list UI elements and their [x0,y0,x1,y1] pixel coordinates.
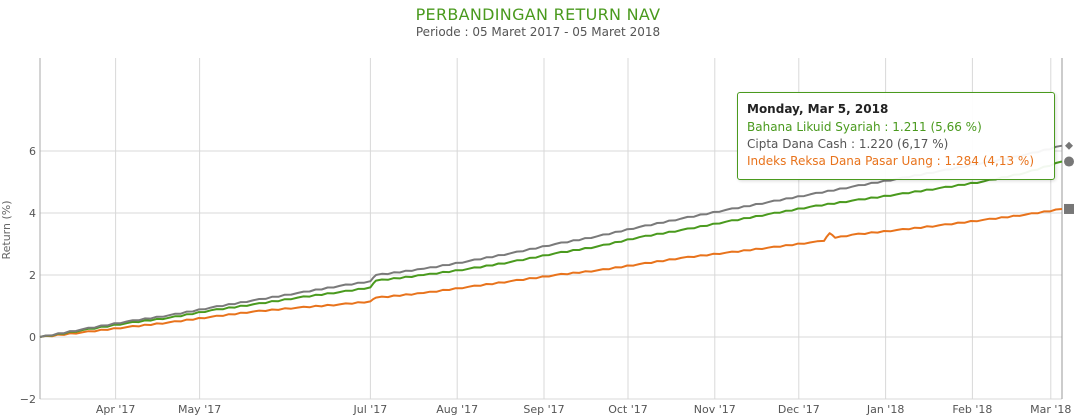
tooltip-series-value: : 1.284 (4,13 %) [936,154,1034,168]
series-line-2[interactable] [39,208,1063,338]
x-tick-label: Mar '18 [1030,403,1071,416]
x-tick-label: Apr '17 [96,403,136,416]
y-axis-label: Return (%) [0,200,13,259]
x-tick-label: Oct '17 [608,403,648,416]
marker-layer[interactable] [1064,141,1074,214]
x-tick-label: Jan '18 [866,403,904,416]
y-tick-label: 6 [29,145,36,158]
tooltip-series-name: Cipta Dana Cash [747,137,848,151]
axis-layer: −2 0 2 4 6 Apr '17 May '17 Jul '17 Aug '17 Sep '1… [20,58,1071,416]
x-tick-label: Sep '17 [523,403,564,416]
tooltip-row-bahana: Bahana Likuid Syariah : 1.211 (5,66 %) [747,119,1045,136]
series-end-marker[interactable] [1064,203,1074,214]
tooltip-date: Monday, Mar 5, 2018 [747,102,889,116]
x-tick-label: May '17 [178,403,221,416]
x-tick-label: Feb '18 [952,403,992,416]
tooltip-row-indeks: Indeks Reksa Dana Pasar Uang : 1.284 (4,… [747,153,1045,170]
tooltip-series-value: : 1.220 (6,17 %) [851,137,949,151]
series-line-1[interactable] [39,144,1063,338]
series-end-marker[interactable] [1065,141,1073,150]
chart-tooltip: Monday, Mar 5, 2018 Bahana Likuid Syaria… [737,92,1055,180]
series-line-0[interactable] [39,160,1063,338]
tooltip-row-cipta: Cipta Dana Cash : 1.220 (6,17 %) [747,136,1045,153]
x-tick-label: Dec '17 [778,403,820,416]
series-layer[interactable] [39,144,1063,338]
x-tick-label: Nov '17 [694,403,736,416]
y-tick-label: 4 [29,207,36,220]
chart-subtitle: Periode : 05 Maret 2017 - 05 Maret 2018 [415,25,661,39]
x-tick-label: Aug '17 [436,403,478,416]
tooltip-series-name: Bahana Likuid Syariah [747,120,881,134]
chart-title: PERBANDINGAN RETURN NAV [415,5,661,24]
y-tick-label: 0 [29,331,36,344]
x-tick-label: Jul '17 [353,403,388,416]
tooltip-series-value: : 1.211 (5,66 %) [884,120,982,134]
series-end-marker[interactable] [1064,156,1074,167]
tooltip-series-name: Indeks Reksa Dana Pasar Uang [747,154,933,168]
y-tick-label: −2 [20,393,36,406]
y-tick-label: 2 [29,269,36,282]
